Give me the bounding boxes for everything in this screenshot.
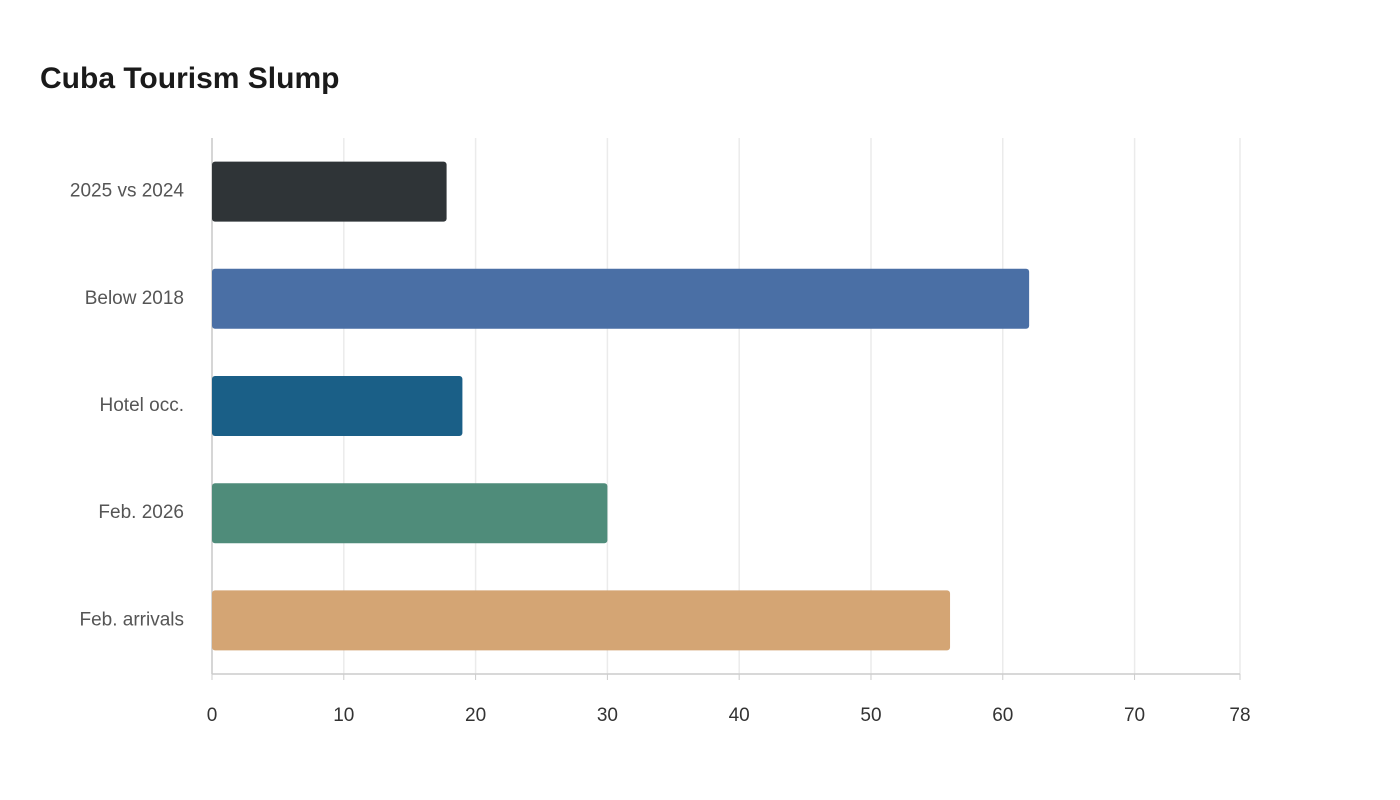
y-tick-label: Hotel occ. [100,395,184,416]
x-tick-label: 50 [860,705,881,726]
x-tick-label: 20 [465,705,486,726]
bar [212,590,951,651]
y-tick-label: Feb. 2026 [98,502,184,523]
bar [212,268,1030,329]
chart-title: Cuba Tourism Slump [40,62,339,95]
y-tick-label: 2025 vs 2024 [70,181,185,202]
bar [212,483,608,544]
x-tick-label: 78 [1229,705,1250,726]
x-tick-label: 40 [729,705,750,726]
y-tick-label: Feb. arrivals [79,609,184,630]
x-tick-label: 70 [1124,705,1145,726]
y-tick-label: Below 2018 [85,288,184,309]
x-tick-label: 60 [992,705,1013,726]
bar [212,376,463,436]
x-tick-label: 0 [207,705,218,726]
x-tick-label: 30 [597,705,618,726]
bar [212,161,447,222]
x-tick-label: 10 [333,705,354,726]
